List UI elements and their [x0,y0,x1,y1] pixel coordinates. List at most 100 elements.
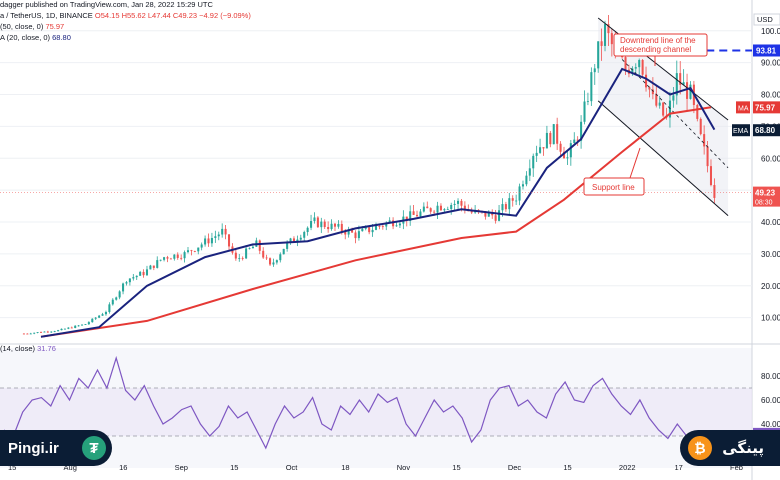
rsi-tick-label: 40.00 [761,420,780,429]
candle-body [163,257,166,260]
candle-body [419,211,422,217]
candle-body [638,60,641,68]
candle-body [409,211,412,222]
candle-body [258,240,261,251]
candle-body [388,220,391,223]
candle-body [132,277,135,279]
candle-body [415,214,419,217]
candle-body [385,222,388,227]
candle-body [405,216,408,222]
pingi-brand-left[interactable]: Pingi.ir ₮ [0,430,112,466]
ema-price-text: 68.80 [755,126,776,135]
candle-body [603,24,607,46]
price-tick-label: 90.00 [761,59,780,68]
rsi-tick-label: 60.00 [761,396,780,405]
candle-body [169,258,172,260]
candle-body [156,260,159,268]
candle-body [450,204,453,209]
time-tick-label: Nov [397,463,411,472]
candle-body [412,211,415,215]
candle-body [545,132,548,149]
price-tick-label: 80.00 [761,91,780,100]
candle-body [559,143,562,152]
candle-body [569,143,572,158]
last-price-tag [753,186,780,207]
channel-lower-line [597,100,729,217]
candle-body [706,146,709,167]
candle-body [703,134,706,147]
candle-body [607,24,610,34]
candle-body [166,257,169,259]
pingi-brand-right[interactable]: ₿ پینگی [680,430,780,466]
candle-body [238,258,241,259]
candle-body [26,333,29,335]
time-tick-label: 18 [341,463,349,472]
ema-line [40,67,716,338]
candle-body [463,205,466,211]
candle-body [306,227,309,233]
candle-body [494,215,497,221]
candle-body [207,238,210,244]
candle-body [460,200,463,206]
candle-body [29,333,32,335]
ma-axis-tag [736,101,750,114]
candle-body [81,324,84,326]
candle-body [50,331,53,333]
candle-body [371,229,374,233]
candle-body [511,198,514,201]
candle-body [624,57,627,70]
time-tick-label: Dec [508,463,522,472]
candle-body [190,250,193,252]
candle-body [610,33,613,45]
price-tick-label: 30.00 [761,250,780,259]
candle-body [269,258,272,265]
candle-body [176,254,179,258]
candle-body [60,328,63,331]
candle-body [104,312,107,315]
candle-body [53,331,56,333]
ema-price-tag [753,124,780,137]
candle-body [521,184,525,187]
candle-body [210,237,213,244]
candle-body [515,200,518,202]
time-tick-label: 15 [230,463,238,472]
candle-body [101,314,104,316]
currency-box [753,13,780,26]
candle-body [292,238,295,242]
candle-body [446,208,449,210]
candle-body [539,147,542,153]
resistance-price-text: 93.81 [756,46,777,55]
candle-body [39,332,43,333]
candle-body [94,317,97,319]
candle-body [227,234,231,247]
candle-body [686,82,689,99]
candle-body [525,175,528,185]
support-annotation-text: Support line [592,183,635,192]
candle-body [145,269,149,276]
candle-body [135,275,138,278]
candle-body [597,41,600,69]
candle-body [648,87,651,90]
candle-body [593,68,596,73]
candle-body [422,206,425,212]
candle-body [532,155,535,169]
candle-body [67,327,70,329]
candle-body [33,332,36,334]
candle-body [84,324,87,325]
price-tick-label: 20.00 [761,282,780,291]
candle-body [234,252,237,259]
ma-price-tag [753,101,780,114]
price-tick-label: 10.00 [761,314,780,323]
time-tick-label: Aug [64,463,77,472]
candle-body [641,60,644,75]
candle-body [689,84,692,99]
candle-body [586,101,589,102]
ema-legend-label: A (20, close, 0) [0,33,51,42]
candle-body [193,251,196,252]
candle-body [590,72,593,102]
candle-body [672,95,675,101]
candle-body [316,217,319,228]
channel-midline [621,59,729,169]
time-tick-label: 15 [563,463,571,472]
candle-body [518,186,521,201]
